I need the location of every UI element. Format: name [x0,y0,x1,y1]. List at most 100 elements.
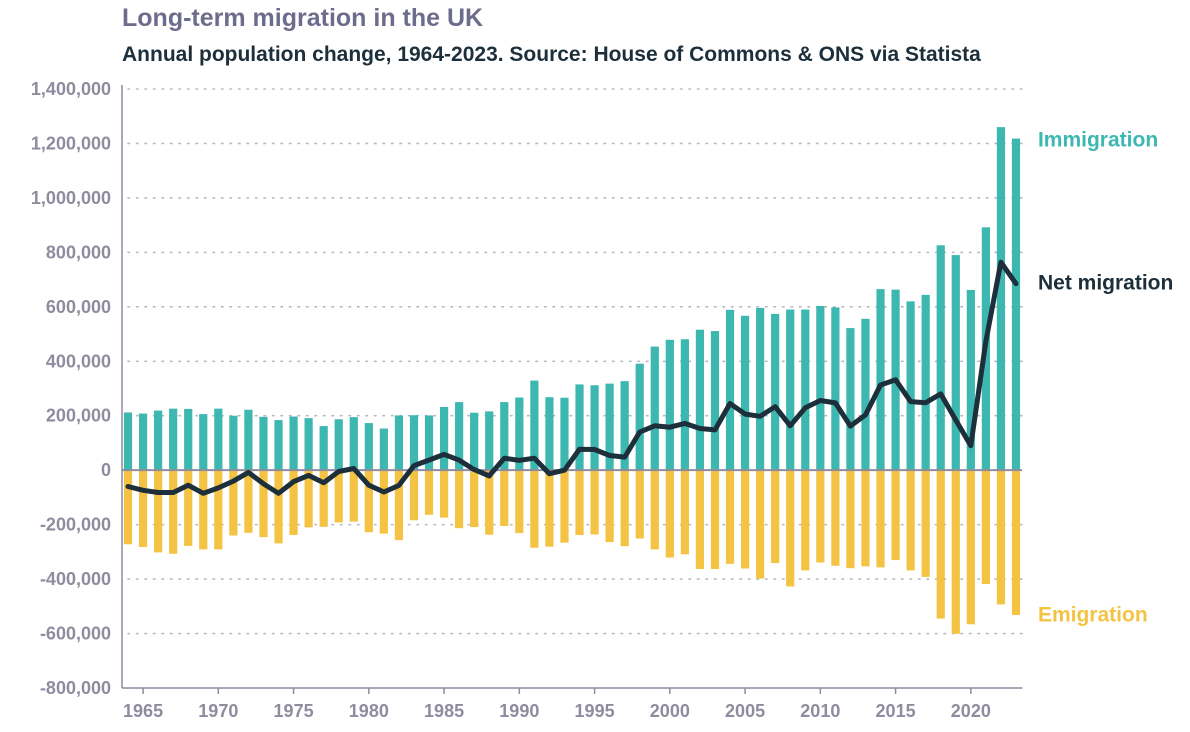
emigration-bar [545,470,554,547]
x-tick-label: 1995 [575,701,615,721]
emigration-bar [876,470,885,568]
x-tick-label: 1965 [123,701,163,721]
immigration-bar [349,417,358,471]
emigration-bar [906,470,915,571]
y-tick-label: 1,400,000 [31,79,111,99]
immigration-bar [650,346,659,471]
emigration-bar [274,470,283,544]
emigration-bar [199,470,208,550]
y-tick-label: 200,000 [46,406,111,426]
emigration-bar [816,470,825,563]
emigration-bar [771,470,780,564]
emigration-bar [725,470,735,564]
emigration-bar [996,470,1006,605]
immigration-bar [590,385,599,471]
emigration-bar [214,470,223,550]
immigration-bar [876,289,885,471]
emigration-bar [981,470,990,584]
emigration-bar [244,470,253,533]
emigration-bar [590,470,599,535]
immigration-bar [906,301,915,471]
emigration-bar [1011,470,1021,616]
emigration-bar [951,470,960,634]
immigration-bar [756,307,765,471]
emigration-bar [169,470,178,554]
immigration-bar [394,415,404,471]
emigration-bar [620,470,629,547]
immigration-bar [229,415,238,471]
emigration-bar [936,470,945,619]
immigration-bar [319,426,328,471]
emigration-bar [605,470,614,543]
y-tick-label: -600,000 [40,624,111,644]
y-tick-label: 600,000 [46,297,111,317]
immigration-bar [936,245,945,471]
x-tick-label: 1980 [349,701,389,721]
emigration-bar [470,470,479,528]
immigration-bar [485,411,494,471]
immigration-bar [304,418,313,471]
immigration-bar [560,397,569,471]
emigration-bar [846,470,855,569]
immigration-bar [530,380,539,471]
emigration-bar [485,470,494,535]
emigration-bar [455,470,464,529]
emigration-bar [801,470,810,571]
emigration-bar [891,470,900,561]
immigration-bar [214,408,223,471]
immigration-bar [996,127,1006,471]
y-tick-label: 1,000,000 [31,188,111,208]
immigration-bar [409,415,419,471]
x-tick-label: 2010 [800,701,840,721]
immigration-bar [515,397,524,471]
immigration-bar [500,402,509,471]
immigration-bar [334,419,343,471]
emigration-bar [184,470,193,546]
immigration-bar [740,315,750,471]
emigration-bar [409,470,419,521]
emigration-bar [635,470,644,539]
immigration-bar [274,420,283,471]
emigration-bar [831,470,840,566]
immigration-bar [123,412,133,471]
emigration-bar [966,470,975,625]
immigration-bar [951,255,960,471]
emigration-bar [289,470,298,535]
net-migration-line [125,259,1019,496]
x-tick-label: 2000 [650,701,690,721]
immigration-bar [786,309,795,471]
emigration-bar [560,470,569,543]
immigration-bar [545,397,554,471]
immigration-bar [816,306,825,471]
x-tick-label: 1975 [274,701,314,721]
immigration-bar [605,383,614,471]
y-tick-label: 1,200,000 [31,133,111,153]
immigration-bar [184,408,193,471]
emigration-bar [921,470,930,577]
emigration-bar [123,470,133,545]
immigration-bar [154,410,163,471]
immigration-bar [364,423,373,471]
immigration-bar [455,402,464,471]
immigration-bar [379,428,388,471]
emigration-bar [319,470,328,527]
emigration-bar [229,470,238,536]
emigration-bar [786,470,795,587]
immigration-bar [138,413,148,471]
y-tick-label: -400,000 [40,569,111,589]
immigration-bar [575,384,584,471]
immigration-bar [801,309,810,471]
emigration-bar [138,470,148,547]
emigration-bar [500,470,509,526]
y-tick-label: -800,000 [40,678,111,698]
emigration-bar [665,470,674,558]
immigration-bar [635,363,644,471]
emigration-bar [304,470,313,528]
immigration-bar [680,339,689,471]
chart-subtitle: Annual population change, 1964-2023. Sou… [122,43,981,66]
emigration-bar [861,470,870,567]
immigration-bar [424,415,434,471]
immigration-bar [710,331,720,471]
net-migration-label: Net migration [1038,271,1173,294]
